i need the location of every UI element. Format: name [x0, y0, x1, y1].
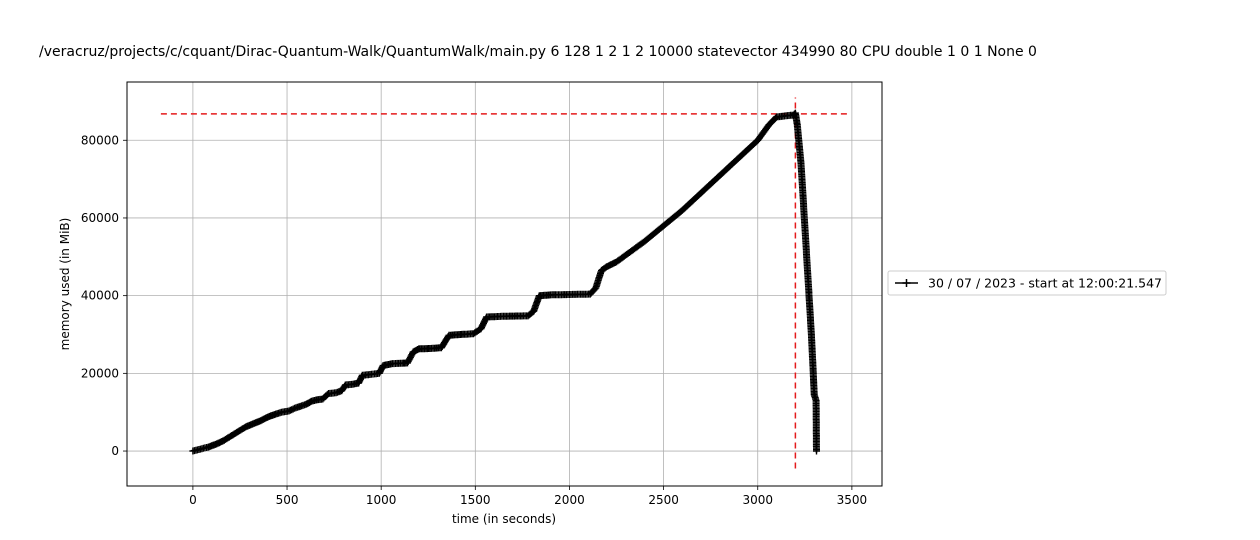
- x-tick-label: 0: [189, 493, 197, 507]
- y-tick-label: 20000: [81, 366, 119, 380]
- y-tick-label: 60000: [81, 211, 119, 225]
- x-tick-label: 3000: [742, 493, 773, 507]
- legend-box: [887, 270, 1167, 296]
- plot-frame: [126, 81, 883, 487]
- series-point: [813, 447, 820, 455]
- peak-reference-lines: [160, 97, 850, 469]
- x-tick-label: 2500: [648, 493, 679, 507]
- series-layer: [189, 109, 820, 455]
- legend-label: 30 / 07 / 2023 - start at 12:00:21.547: [928, 276, 1162, 291]
- x-tick-label: 500: [276, 493, 299, 507]
- x-tick-label: 3500: [837, 493, 868, 507]
- x-axis-ticks: 0 500 1000 1500 2000 2500 3000 3500: [189, 486, 867, 507]
- x-axis-label: time (in seconds): [452, 512, 556, 526]
- legend-plus-marker: [902, 279, 911, 287]
- y-tick-label: 0: [111, 444, 119, 458]
- y-tick-label: 40000: [81, 289, 119, 303]
- chart-title: /veracruz/projects/c/cquant/Dirac-Quantu…: [39, 44, 1037, 60]
- y-axis-label: memory used (in MiB): [58, 218, 72, 351]
- legend: 30 / 07 / 2023 - start at 12:00:21.547: [887, 270, 1167, 296]
- y-axis-ticks: 0 20000 40000 60000 80000: [81, 133, 127, 458]
- x-tick-label: 1500: [460, 493, 491, 507]
- x-tick-label: 1000: [366, 493, 397, 507]
- y-tick-label: 80000: [81, 133, 119, 147]
- x-tick-label: 2000: [554, 493, 585, 507]
